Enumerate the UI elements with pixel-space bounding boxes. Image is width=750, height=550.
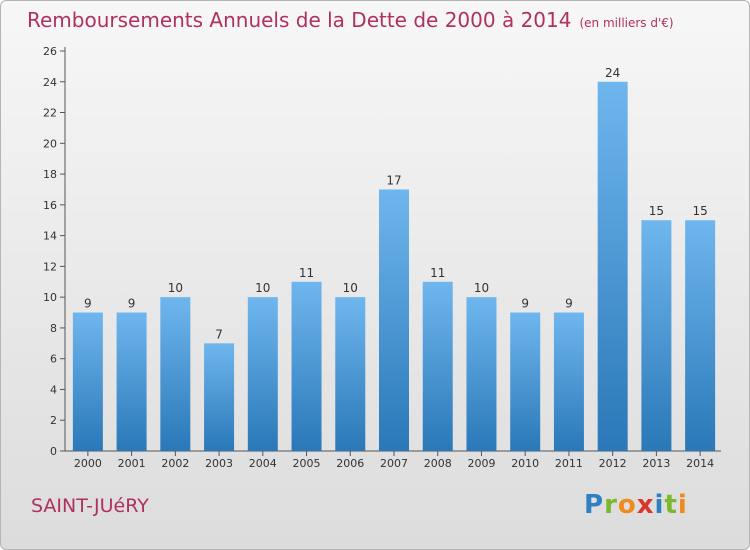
logo-letter: i: [654, 490, 665, 520]
logo-letter: o: [617, 490, 637, 520]
chart-title-text: Remboursements Annuels de la Dette de 20…: [27, 8, 572, 32]
y-tick-label: 22: [43, 107, 57, 120]
x-tick-label: 2006: [336, 457, 364, 470]
data-label: 9: [128, 297, 136, 311]
bar: [72, 312, 103, 451]
bar: [466, 297, 497, 451]
data-label: 15: [692, 204, 707, 218]
data-label: 9: [84, 297, 92, 311]
data-label: 9: [521, 297, 529, 311]
y-tick-label: 18: [43, 168, 57, 181]
y-tick-label: 24: [43, 76, 57, 89]
y-tick-label: 20: [43, 137, 57, 150]
bar: [422, 281, 453, 451]
city-name: SAINT-JUéRY: [31, 495, 149, 517]
data-label: 10: [168, 281, 183, 295]
bar: [204, 343, 235, 451]
x-tick-label: 2002: [161, 457, 189, 470]
x-tick-label: 2007: [380, 457, 408, 470]
data-label: 10: [474, 281, 489, 295]
logo-letter: P: [584, 490, 605, 520]
x-tick-label: 2004: [249, 457, 277, 470]
y-tick-label: 4: [50, 383, 57, 396]
data-label: 10: [255, 281, 270, 295]
x-tick-label: 2012: [599, 457, 627, 470]
x-tick-label: 2009: [467, 457, 495, 470]
y-tick-label: 6: [50, 353, 57, 366]
bar: [160, 297, 191, 451]
bar: [247, 297, 278, 451]
x-tick-label: 2010: [511, 457, 539, 470]
y-tick-label: 12: [43, 260, 57, 273]
x-tick-label: 2014: [686, 457, 714, 470]
y-tick-label: 14: [43, 230, 57, 243]
data-label: 24: [605, 66, 620, 80]
proxiti-logo: Proxiti: [584, 490, 688, 520]
bar: [685, 220, 716, 451]
data-label: 15: [649, 204, 664, 218]
bar: [116, 312, 147, 451]
bar: [641, 220, 672, 451]
bar: [379, 189, 409, 451]
y-tick-label: 26: [43, 45, 57, 58]
x-tick-label: 2013: [642, 457, 670, 470]
logo-letter: i: [677, 490, 688, 520]
logo-letter: t: [664, 490, 678, 520]
data-label: 10: [343, 281, 358, 295]
y-tick-label: 16: [43, 199, 57, 212]
data-label: 11: [430, 266, 445, 280]
plot-area: 0246810121416182022242692000920011020027…: [43, 45, 721, 470]
data-label: 9: [565, 297, 573, 311]
x-tick-label: 2003: [205, 457, 233, 470]
data-label: 17: [386, 173, 401, 187]
chart-unit: (en milliers d'€): [579, 16, 674, 30]
y-tick-label: 2: [50, 414, 57, 427]
chart-title: Remboursements Annuels de la Dette de 20…: [27, 8, 674, 32]
x-tick-label: 2000: [74, 457, 102, 470]
bar: [597, 81, 628, 452]
y-tick-label: 10: [43, 291, 57, 304]
logo-letter: x: [636, 490, 655, 520]
bar: [291, 281, 322, 451]
x-tick-label: 2008: [424, 457, 452, 470]
x-tick-label: 2001: [118, 457, 146, 470]
x-tick-label: 2011: [555, 457, 583, 470]
bar: [553, 312, 584, 451]
logo-letter: r: [604, 490, 618, 520]
x-tick-label: 2005: [293, 457, 321, 470]
data-label: 11: [299, 266, 314, 280]
bar: [335, 297, 366, 451]
y-tick-label: 8: [50, 322, 57, 335]
bar: [510, 312, 541, 451]
data-label: 7: [215, 327, 223, 341]
y-tick-label: 0: [50, 445, 57, 458]
